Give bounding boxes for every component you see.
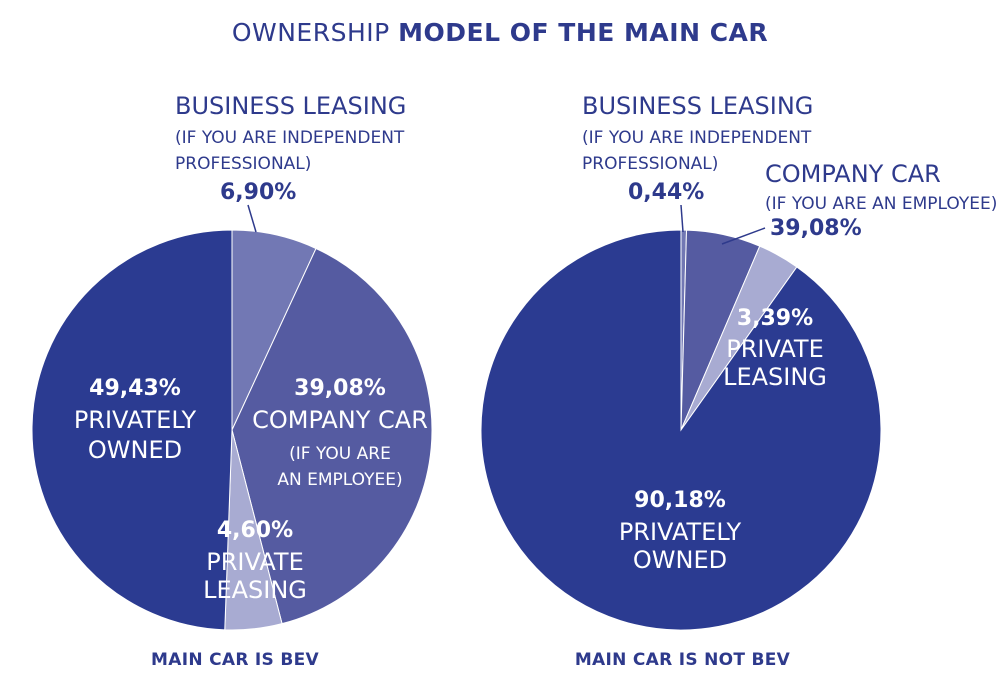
right-private-leasing-pct: 3,39% xyxy=(736,306,814,331)
left-company-car-pct: 39,08% xyxy=(294,376,386,401)
left-company-car-note-2: AN EMPLOYEE) xyxy=(277,470,403,490)
left-privately-owned-name-2: OWNED xyxy=(87,436,183,464)
right-business-leasing-leader xyxy=(680,204,684,233)
left-private-leasing-name-1: PRIVATE xyxy=(206,548,304,576)
left-business-leasing-name: BUSINESS LEASING xyxy=(175,92,407,120)
right-business-leasing-name: BUSINESS LEASING xyxy=(582,92,814,120)
right-pie-slice-privately-owned xyxy=(480,229,882,631)
left-privately-owned-name-1: PRIVATELY xyxy=(73,406,197,434)
page-title: OWNERSHIP MODEL OF THE MAIN CAR xyxy=(0,18,1000,47)
left-private-leasing-name-2: LEASING xyxy=(203,576,307,604)
left-business-leasing-leader xyxy=(247,204,257,233)
title-normal: OWNERSHIP xyxy=(231,18,390,47)
left-business-leasing-note-1: (IF YOU ARE INDEPENDENT xyxy=(175,128,405,148)
left-chart-title: MAIN CAR IS BEV xyxy=(151,650,319,670)
right-business-leasing-pct: 0,44% xyxy=(628,180,705,205)
right-privately-owned-name-2: OWNED xyxy=(632,546,728,574)
right-chart-title: MAIN CAR IS NOT BEV xyxy=(574,650,791,670)
left-business-leasing-note-2: PROFESSIONAL) xyxy=(175,154,312,174)
right-company-car-pct: 39,08% xyxy=(770,216,862,241)
left-company-car-note-1: (IF YOU ARE xyxy=(289,444,391,464)
right-privately-owned-name-1: PRIVATELY xyxy=(618,518,742,546)
right-company-car-leader xyxy=(721,227,766,245)
right-business-leasing-note-1: (IF YOU ARE INDEPENDENT xyxy=(582,128,812,148)
left-private-leasing-pct: 4,60% xyxy=(216,518,294,543)
left-privately-owned-pct: 49,43% xyxy=(89,376,181,401)
title-bold: MODEL OF THE MAIN CAR xyxy=(398,18,769,47)
right-business-leasing-note-2: PROFESSIONAL) xyxy=(582,154,719,174)
left-company-car-name: COMPANY CAR xyxy=(252,406,428,434)
right-private-leasing-name-2: LEASING xyxy=(723,363,827,391)
right-company-car-note-1: (IF YOU ARE AN EMPLOYEE) xyxy=(765,194,998,214)
right-privately-owned-pct: 90,18% xyxy=(634,488,726,513)
left-pie-slice-company-car xyxy=(231,247,433,625)
left-business-leasing-pct: 6,90% xyxy=(220,180,297,205)
right-private-leasing-name-1: PRIVATE xyxy=(726,335,824,363)
right-company-car-name: COMPANY CAR xyxy=(765,160,941,188)
left-pie-slice-privately-owned xyxy=(31,229,233,631)
